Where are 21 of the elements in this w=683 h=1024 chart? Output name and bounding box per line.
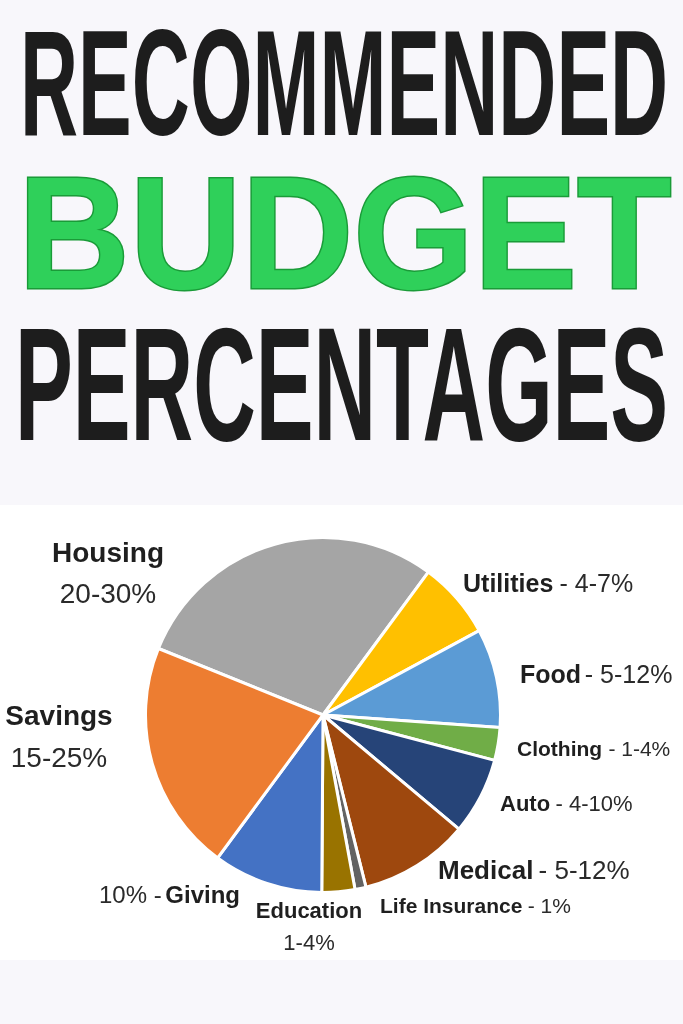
- text: 1-4%: [283, 930, 335, 955]
- text: - 1%: [527, 894, 571, 917]
- slice-label: Life Insurance: [380, 894, 523, 917]
- text: - 1-4%: [608, 737, 671, 760]
- text: - 4-10%: [555, 791, 633, 816]
- slice-label: Food: [520, 660, 582, 688]
- text: - 5-12%: [584, 660, 673, 688]
- text: 20-30%: [59, 578, 157, 609]
- text: - 4-7%: [559, 569, 634, 597]
- slice-label: Giving: [165, 881, 240, 908]
- text: 10% -: [99, 881, 162, 908]
- text: 15-25%: [10, 742, 108, 773]
- slice-label: Housing: [52, 537, 164, 568]
- slice-label: Auto: [500, 791, 551, 816]
- slice-label: Clothing: [517, 737, 603, 760]
- text: - 5-12%: [538, 855, 630, 885]
- slice-label: Education: [255, 898, 363, 923]
- slice-label: Savings: [5, 700, 113, 731]
- slice-label: Medical: [438, 855, 534, 885]
- slice-label: Utilities: [463, 569, 554, 597]
- chart-title: RECOMMENDED BUDGET PERCENTAGES: [15, 0, 672, 474]
